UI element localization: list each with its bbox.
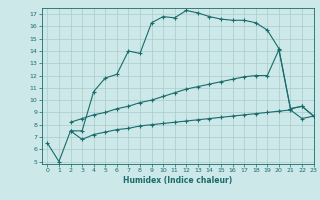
X-axis label: Humidex (Indice chaleur): Humidex (Indice chaleur) bbox=[123, 176, 232, 185]
